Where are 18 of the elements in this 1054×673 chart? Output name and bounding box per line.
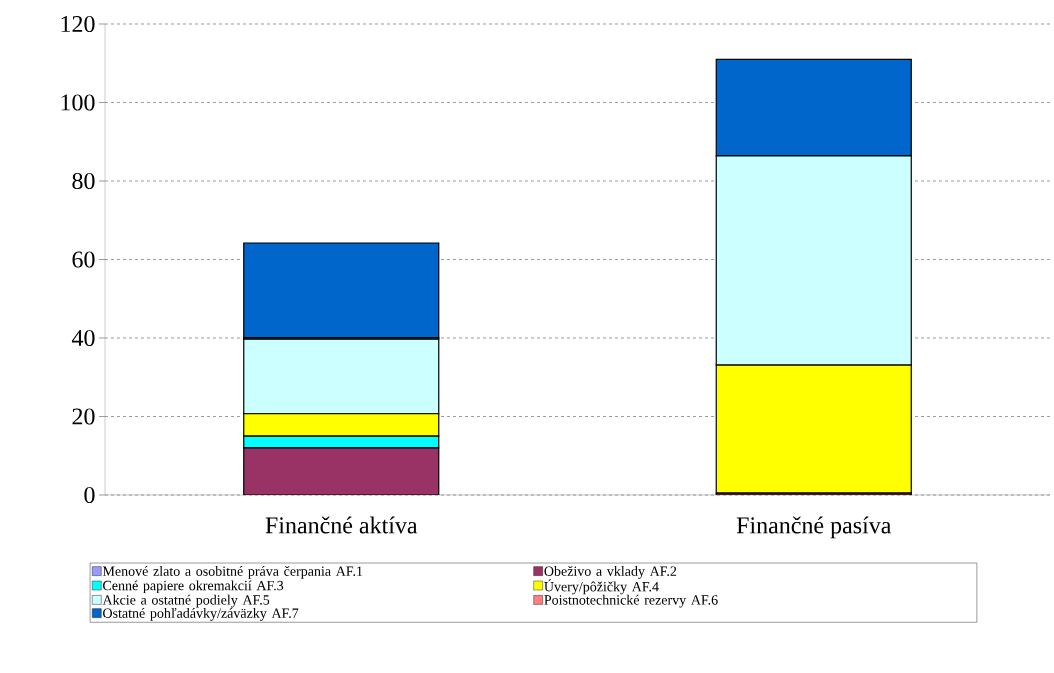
y-tick-label: 60 (72, 251, 95, 268)
y-tick-label: 120 (61, 15, 95, 33)
legend-label: Úvery/pôžičky AF.4 (544, 579, 659, 595)
y-tick-label: 20 (72, 408, 95, 425)
bar (243, 242, 440, 339)
legend-label: Menové zlato a osobitné práva čerpania AF.1 (102, 566, 363, 579)
y-tick-label: 0 (84, 486, 95, 504)
y-tick-label: 100 (61, 94, 95, 111)
legend-label: Ostatné pohľadávky/záväzky AF.7 (103, 608, 299, 621)
legend-label: Poistnotechnické rezervy AF.6 (544, 594, 718, 608)
legend-label: Akcie a ostatné podiely AF.5 (102, 594, 270, 608)
legend-label: Cenné papiere okremakcií AF.3 (103, 580, 284, 594)
x-tick-label: Finančné aktíva (265, 516, 418, 534)
bar (243, 447, 440, 495)
y-tick-label: 40 (71, 329, 95, 347)
y-tick-label: 80 (72, 172, 95, 190)
legend-label: Obeživo a vklady AF.2 (544, 566, 677, 579)
x-tick-label: Finančné pasíva (736, 516, 892, 539)
